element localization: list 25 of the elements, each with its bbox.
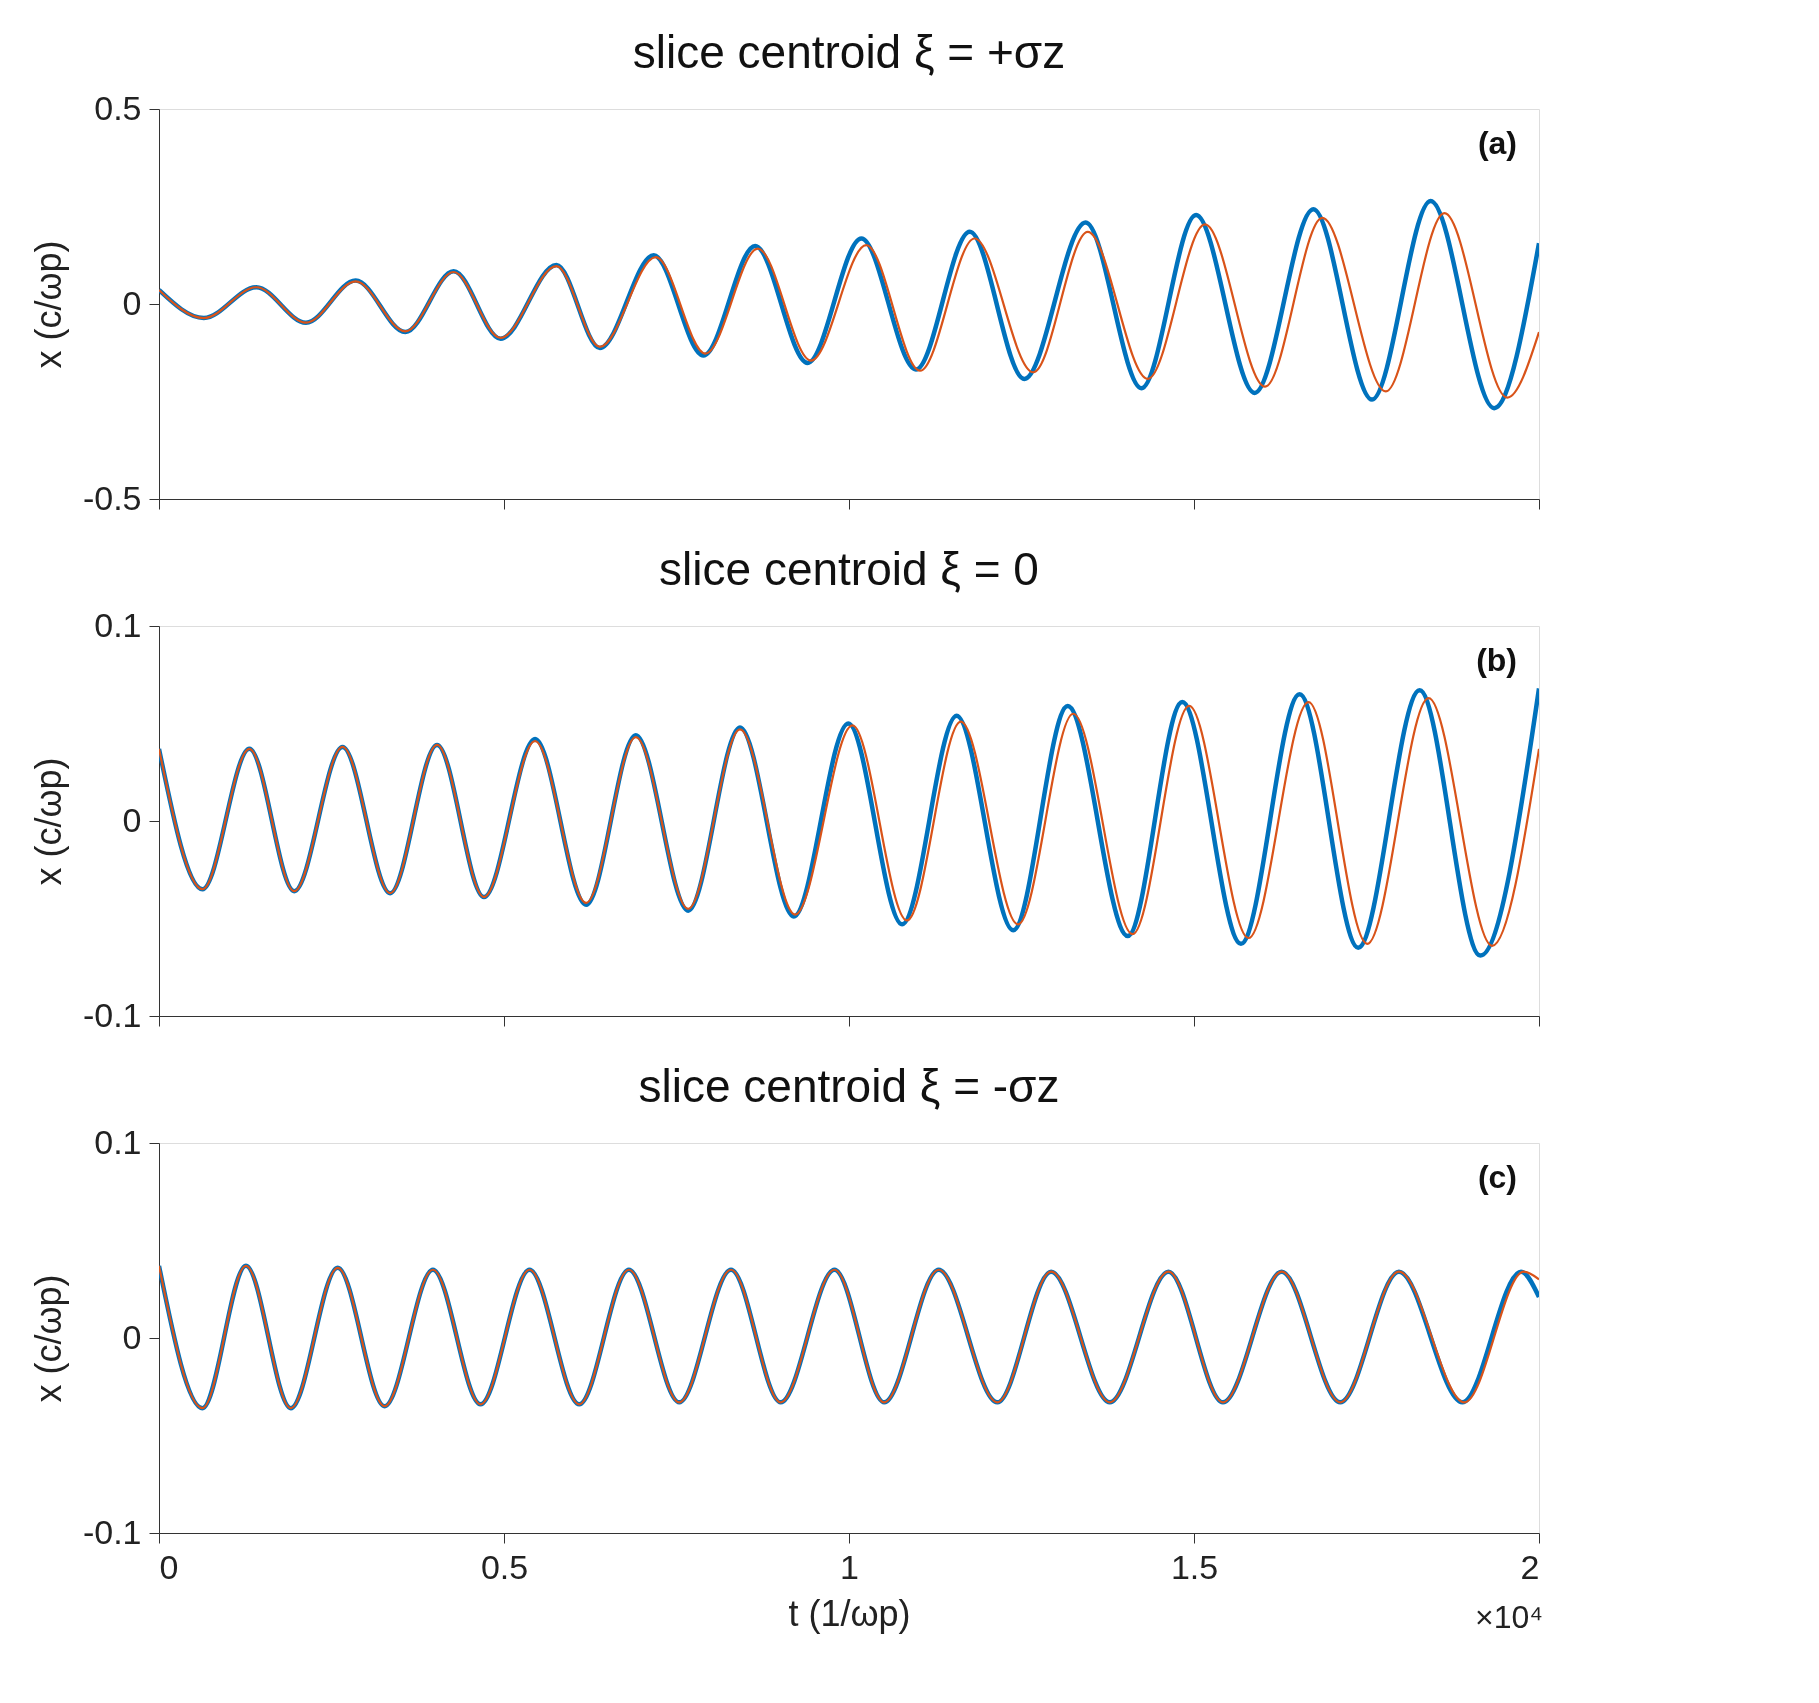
chart-title: slice centroid ξ = 0 bbox=[659, 543, 1039, 595]
x-tick-label: 0.5 bbox=[480, 1547, 529, 1586]
text: ×10⁴ bbox=[1474, 1599, 1543, 1635]
chart-title: slice centroid ξ = -σz bbox=[638, 1060, 1060, 1112]
y-tick-label: -0.1 bbox=[82, 995, 142, 1034]
y-tick-label: 0.1 bbox=[94, 1122, 142, 1161]
x-tick-label: 1.5 bbox=[1170, 1547, 1219, 1586]
annotation: (a) bbox=[1477, 125, 1517, 161]
y-tick-label: 0.5 bbox=[94, 88, 142, 127]
x-axis-title: t (1/ωp) bbox=[788, 1592, 911, 1634]
chart-title: slice centroid ξ = +σz bbox=[632, 26, 1066, 78]
y-tick-label: -0.5 bbox=[82, 478, 142, 517]
y-tick-label: 0 bbox=[122, 800, 142, 839]
y-tick-label: 0 bbox=[122, 1317, 142, 1356]
y-axis-title: x (c/ωp) bbox=[27, 1274, 69, 1403]
annotation: (c) bbox=[1477, 1159, 1517, 1195]
y-tick-label: 0 bbox=[122, 283, 142, 322]
y-tick-label: -0.1 bbox=[82, 1512, 142, 1551]
x-tick-label: 1 bbox=[840, 1547, 859, 1586]
y-axis-title: x (c/ωp) bbox=[27, 240, 69, 369]
y-axis-title: x (c/ωp) bbox=[27, 757, 69, 886]
x-tick-label: 2 bbox=[1520, 1547, 1540, 1586]
y-tick-label: 0.1 bbox=[94, 605, 142, 644]
x-tick-label: 0 bbox=[159, 1547, 179, 1586]
annotation: (b) bbox=[1476, 642, 1517, 678]
